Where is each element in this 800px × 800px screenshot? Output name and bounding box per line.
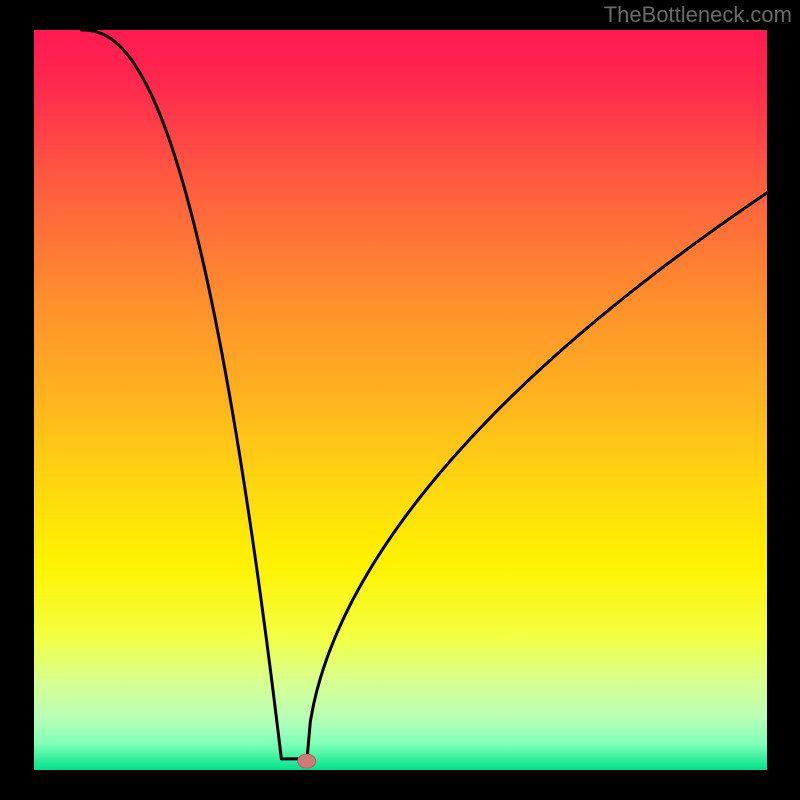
optimal-marker [298,754,316,768]
watermark-text: TheBottleneck.com [604,2,792,28]
plot-background [34,30,767,770]
bottleneck-plot [0,0,800,800]
chart-container: TheBottleneck.com [0,0,800,800]
